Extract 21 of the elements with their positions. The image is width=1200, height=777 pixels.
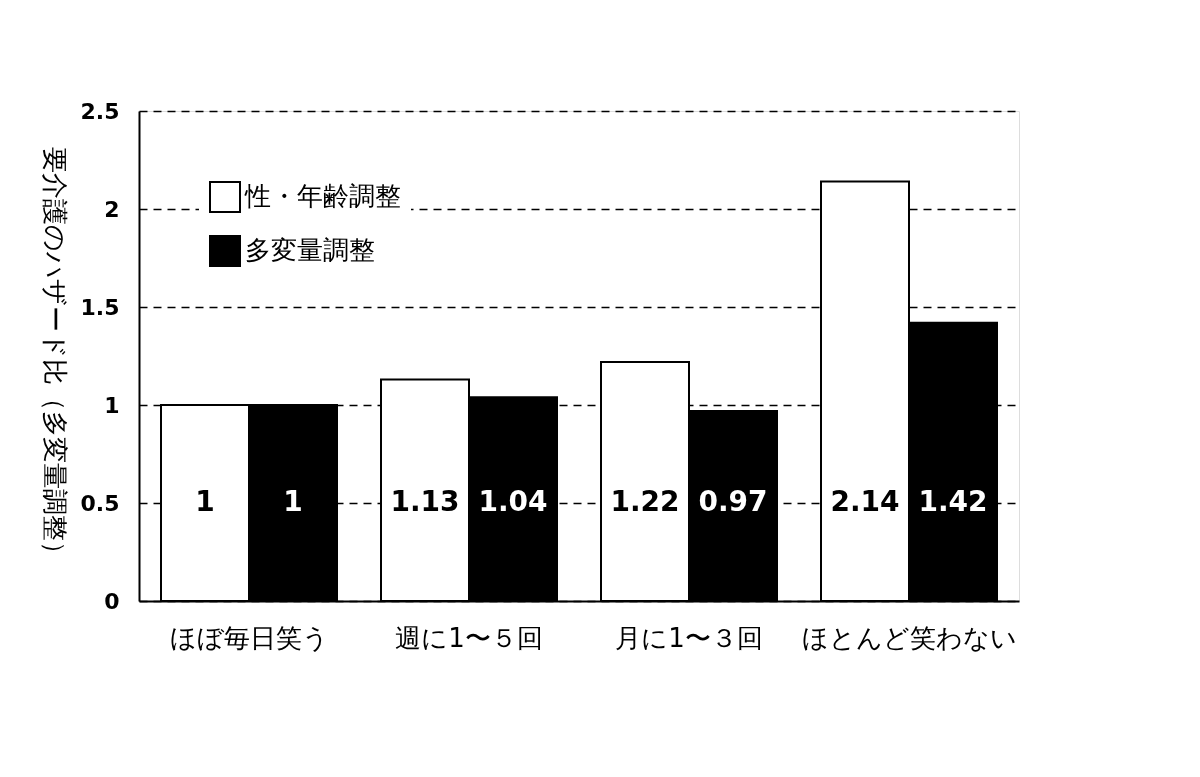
data-label: 1.42 xyxy=(918,485,988,518)
data-label: 1.04 xyxy=(478,485,548,518)
data-label: 1.13 xyxy=(390,485,460,518)
data-label: 2.14 xyxy=(830,485,900,518)
x-tick-label: ほぼ毎日笑う xyxy=(169,622,329,653)
legend-label: 性・年齢調整 xyxy=(244,181,401,211)
data-label: 1 xyxy=(283,485,303,518)
data-label: 1.22 xyxy=(610,485,680,518)
y-tick-label: 0.5 xyxy=(80,490,120,516)
data-label: 1 xyxy=(195,485,215,518)
y-axis-title: 要介護のハザード比（多変量調整） xyxy=(39,146,70,567)
legend-label: 多変量調整 xyxy=(245,235,375,265)
y-tick-label: 1 xyxy=(104,392,120,418)
y-tick-label: 0 xyxy=(104,588,120,614)
data-label: 0.97 xyxy=(698,485,768,518)
x-tick-label: 週に1〜５回 xyxy=(395,622,543,653)
x-tick-label: ほとんど笑わない xyxy=(801,622,1017,653)
y-tick-label: 1.5 xyxy=(80,294,120,320)
y-tick-label: 2 xyxy=(104,196,120,222)
y-tick-label: 2.5 xyxy=(80,98,120,124)
x-tick-label: 月に1〜３回 xyxy=(615,622,763,653)
